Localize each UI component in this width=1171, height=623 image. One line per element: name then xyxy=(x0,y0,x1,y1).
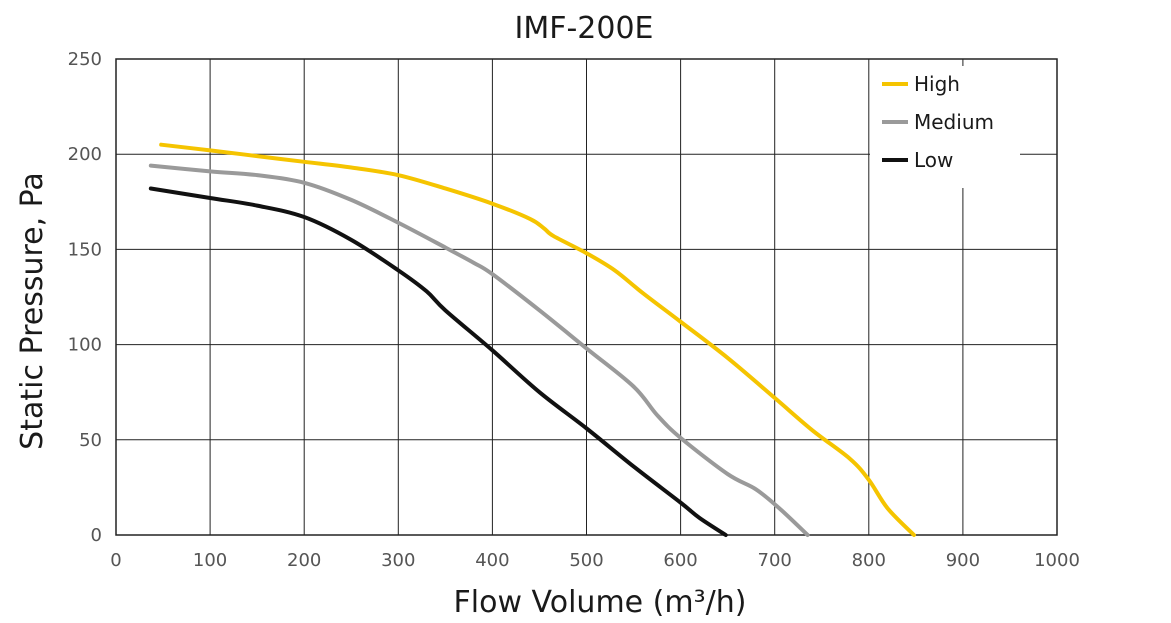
y-tick-label: 0 xyxy=(91,525,102,546)
legend-label-high: High xyxy=(914,72,960,96)
y-tick-label: 200 xyxy=(68,144,102,165)
x-axis-ticks: 0 100 200 300 400 500 600 700 800 900 1000 xyxy=(110,550,1080,571)
legend-label-medium: Medium xyxy=(914,110,994,134)
chart-title: IMF-200E xyxy=(514,11,653,46)
y-tick-label: 150 xyxy=(68,239,102,260)
x-tick-label: 0 xyxy=(110,550,121,571)
x-tick-label: 200 xyxy=(287,550,321,571)
x-tick-label: 1000 xyxy=(1034,550,1080,571)
y-tick-label: 50 xyxy=(79,430,102,451)
legend: High Medium Low xyxy=(870,66,1020,188)
legend-label-low: Low xyxy=(914,148,953,172)
y-axis-ticks: 0 50 100 150 200 250 xyxy=(68,49,102,546)
plot-frame xyxy=(115,58,1058,536)
legend-background xyxy=(870,66,1020,188)
series-line-medium xyxy=(148,163,810,537)
y-tick-label: 250 xyxy=(68,49,102,70)
y-axis-title: Static Pressure, Pa xyxy=(15,172,50,450)
series-lines xyxy=(148,142,916,537)
x-tick-label: 700 xyxy=(758,550,792,571)
x-tick-label: 300 xyxy=(381,550,415,571)
x-tick-label: 500 xyxy=(569,550,603,571)
x-tick-label: 100 xyxy=(193,550,227,571)
series-line-high xyxy=(159,142,916,537)
x-tick-label: 400 xyxy=(475,550,509,571)
x-tick-label: 800 xyxy=(852,550,886,571)
x-tick-label: 600 xyxy=(663,550,697,571)
x-axis-title: Flow Volume (m³/h) xyxy=(454,585,747,620)
series-line-low xyxy=(148,186,728,537)
y-tick-label: 100 xyxy=(68,335,102,356)
x-tick-label: 900 xyxy=(946,550,980,571)
